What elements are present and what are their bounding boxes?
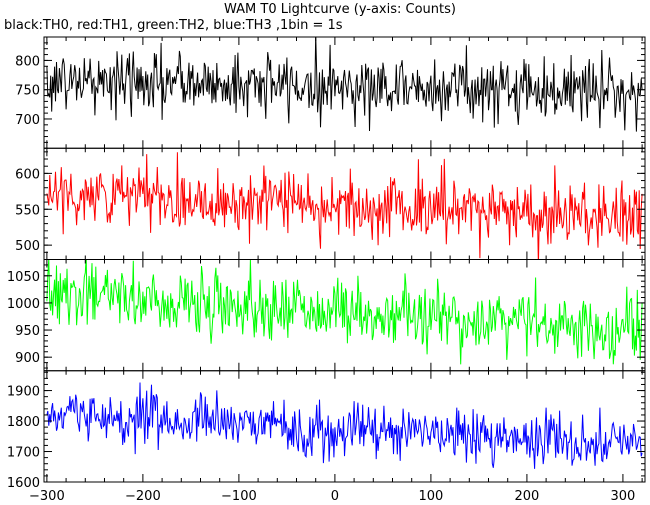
series-line-th0 [46,37,643,132]
panel-frame [43,370,646,483]
chart-subtitle: black:TH0, red:TH1, green:TH2, blue:TH3 … [4,18,343,33]
panel-th2: 900 950 1000 1050 [7,259,646,372]
y-tick-label: 1600 [7,476,40,491]
y-tick-label: 600 [15,167,40,182]
x-tick-label: −100 [221,489,257,504]
y-tick-label: 1700 [7,446,40,461]
x-tick-label: −300 [29,489,65,504]
y-tick-label: 1000 [7,297,40,312]
y-tick-label: 1800 [7,415,40,430]
y-tick-label: 500 [15,239,40,254]
x-tick-label: 0 [331,489,339,504]
series-line-th2 [46,259,643,365]
y-tick-label: 1900 [7,385,40,400]
panel-th3: 1600 1700 1800 1900 [7,370,646,491]
x-tick-label: 300 [611,489,636,504]
y-tick-label: 700 [15,113,40,128]
y-tick-label: 900 [15,351,40,366]
panel-th1: 500 550 600 [15,147,646,260]
x-axis: −300 −200 −100 0 100 200 300 [29,489,635,504]
chart-title: WAM T0 Lightcurve (y-axis: Counts) [224,2,456,17]
y-tick-label: 550 [15,203,40,218]
y-tick-label: 750 [15,84,40,99]
x-tick-label: 200 [514,489,539,504]
panel-frame [43,147,646,260]
x-tick-label: −200 [125,489,161,504]
panels-group: 700 750 800 500 550 600 900 950 1000 1050 1600 1700… [7,36,646,491]
x-tick-label: 100 [418,489,443,504]
series-line-th1 [46,152,643,260]
y-tick-label: 800 [15,54,40,69]
y-tick-label: 1050 [7,270,40,285]
panel-th0: 700 750 800 [15,36,646,149]
y-tick-label: 950 [15,324,40,339]
series-line-th3 [46,382,643,469]
